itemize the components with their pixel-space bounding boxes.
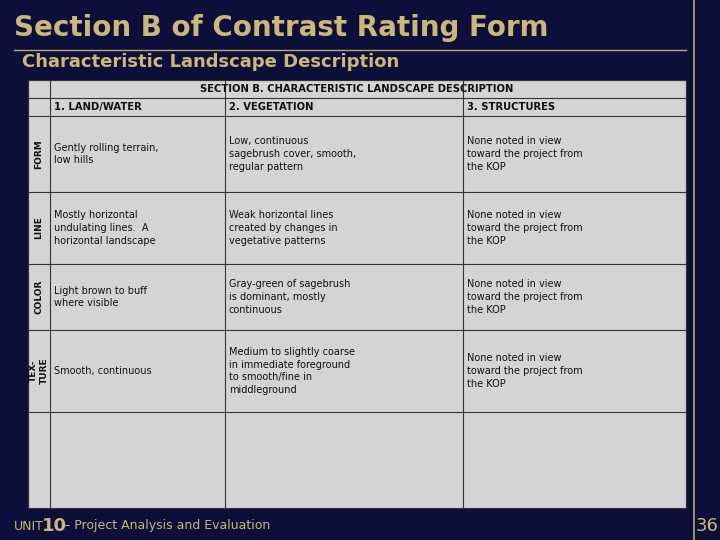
Text: Medium to slightly coarse
in immediate foreground
to smooth/fine in
middleground: Medium to slightly coarse in immediate f… xyxy=(229,347,355,395)
Text: 1. LAND/WATER: 1. LAND/WATER xyxy=(54,102,142,112)
Text: 2. VEGETATION: 2. VEGETATION xyxy=(229,102,313,112)
Text: None noted in view
toward the project from
the KOP: None noted in view toward the project fr… xyxy=(467,279,583,315)
Bar xyxy=(28,80,686,508)
Text: – Project Analysis and Evaluation: – Project Analysis and Evaluation xyxy=(60,519,270,532)
Text: None noted in view
toward the project from
the KOP: None noted in view toward the project fr… xyxy=(467,210,583,246)
Text: None noted in view
toward the project from
the KOP: None noted in view toward the project fr… xyxy=(467,136,583,172)
Text: 3. STRUCTURES: 3. STRUCTURES xyxy=(467,102,556,112)
Text: Section B of Contrast Rating Form: Section B of Contrast Rating Form xyxy=(14,14,549,42)
Text: Smooth, continuous: Smooth, continuous xyxy=(54,366,152,376)
Text: Weak horizontal lines
created by changes in
vegetative patterns: Weak horizontal lines created by changes… xyxy=(229,210,338,246)
Text: Gently rolling terrain,
low hills: Gently rolling terrain, low hills xyxy=(54,143,158,165)
Text: UNIT: UNIT xyxy=(14,519,44,532)
Text: Mostly horizontal
undulating lines.  A
horizontal landscape: Mostly horizontal undulating lines. A ho… xyxy=(54,210,156,246)
Text: LINE: LINE xyxy=(35,217,43,239)
Text: FORM: FORM xyxy=(35,139,43,169)
Text: Characteristic Landscape Description: Characteristic Landscape Description xyxy=(22,53,400,71)
Text: 10: 10 xyxy=(42,517,67,535)
Text: None noted in view
toward the project from
the KOP: None noted in view toward the project fr… xyxy=(467,353,583,389)
Text: Light brown to buff
where visible: Light brown to buff where visible xyxy=(54,286,147,308)
Text: TEX-
TURE: TEX- TURE xyxy=(30,357,49,384)
Text: Gray-green of sagebrush
is dominant, mostly
continuous: Gray-green of sagebrush is dominant, mos… xyxy=(229,279,350,315)
Text: COLOR: COLOR xyxy=(35,280,43,314)
Text: 36: 36 xyxy=(696,517,719,535)
Text: SECTION B. CHARACTERISTIC LANDSCAPE DESCRIPTION: SECTION B. CHARACTERISTIC LANDSCAPE DESC… xyxy=(200,84,513,94)
Text: Low, continuous
sagebrush cover, smooth,
regular pattern: Low, continuous sagebrush cover, smooth,… xyxy=(229,136,356,172)
